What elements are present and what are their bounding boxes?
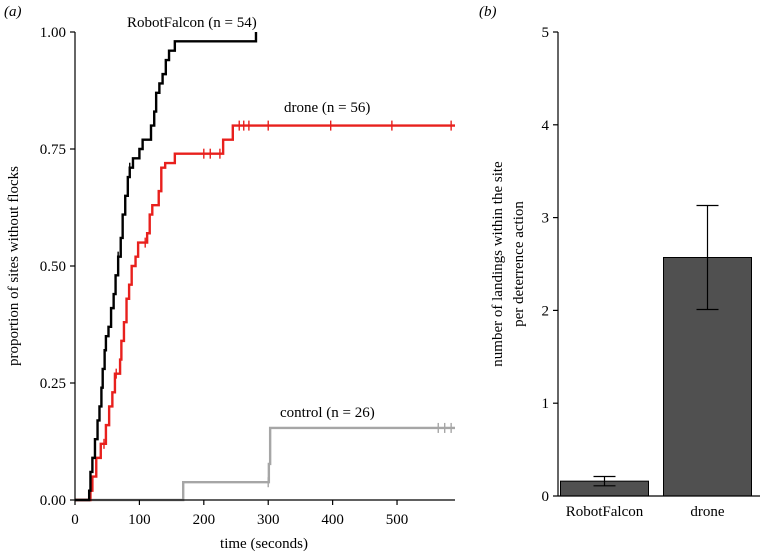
y-tick-label: 0.00	[40, 493, 66, 509]
bar-y-tick-label: 3	[542, 211, 550, 227]
y-tick-label: 1.00	[40, 25, 66, 41]
y-tick-label: 0.75	[40, 142, 66, 158]
x-axis-label: time (seconds)	[220, 536, 308, 552]
bar-category-labels: RobotFalcon drone	[566, 504, 725, 520]
legend-drone: drone (n = 56)	[284, 100, 370, 116]
survival-series-group	[75, 32, 455, 502]
series-line-control	[75, 426, 455, 502]
x-ticks: 0 100 200 300 400 500	[71, 500, 408, 528]
bar-y-tick-label: 4	[542, 118, 550, 134]
category-label-robotfalcon: RobotFalcon	[566, 504, 644, 520]
x-tick-label: 400	[321, 512, 344, 528]
panel-a-label: (a)	[4, 4, 22, 20]
x-tick-label: 500	[386, 512, 409, 528]
bar-y-ticks: 0 1 2 3 4 5	[542, 25, 558, 505]
bar-y-axis-label-line1: number of landings within the site	[490, 161, 506, 367]
y-ticks: 0.00 0.25 0.50 0.75 1.00	[40, 25, 75, 509]
legend-control: control (n = 26)	[280, 405, 375, 421]
panel-b-label: (b)	[479, 4, 497, 20]
series-line-drone	[75, 124, 455, 502]
bar-y-tick-label: 0	[542, 489, 550, 505]
bar-y-axis-label-line2: per deterrence action	[511, 201, 527, 327]
category-label-drone: drone	[690, 504, 724, 520]
x-tick-label: 200	[193, 512, 216, 528]
series-line-robotfalcon	[75, 32, 258, 502]
y-axis-label: proportion of sites without flocks	[6, 166, 22, 366]
bar-chart: (b) 0 1 2 3 4 5 RobotFalcon drone number of la…	[479, 4, 760, 520]
x-tick-label: 0	[71, 512, 79, 528]
y-tick-label: 0.50	[40, 259, 66, 275]
bar-y-tick-label: 1	[542, 396, 550, 412]
x-tick-label: 100	[128, 512, 151, 528]
y-tick-label: 0.25	[40, 376, 66, 392]
bar-y-tick-label: 5	[542, 25, 550, 41]
survival-chart: (a) 0.00 0.25 0.50 0.75 1.00 0 100 200 300 400 50…	[4, 4, 455, 552]
legend-robotfalcon: RobotFalcon (n = 54)	[127, 15, 257, 31]
bar-y-tick-label: 2	[542, 303, 550, 319]
bar-group	[560, 204, 752, 497]
x-tick-label: 300	[257, 512, 280, 528]
